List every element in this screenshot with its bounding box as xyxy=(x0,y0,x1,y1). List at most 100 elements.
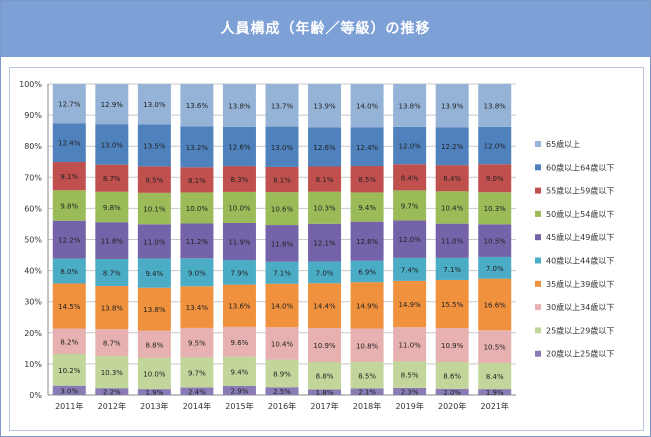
y-tick-label: 40% xyxy=(24,267,42,276)
bar-segment xyxy=(137,258,171,288)
data-label: 12.2% xyxy=(58,237,81,245)
bar-segment xyxy=(95,258,129,287)
data-label: 10.5% xyxy=(484,344,507,352)
data-label: 9.6% xyxy=(231,339,249,347)
data-label: 8.8% xyxy=(145,341,163,349)
data-label: 8.3% xyxy=(231,176,249,184)
legend-label: 40歳以上44歳以下 xyxy=(546,256,614,266)
bar-segment xyxy=(52,328,86,354)
data-label: 13.0% xyxy=(271,144,294,152)
bar-segment xyxy=(52,353,86,386)
data-label: 8.2% xyxy=(60,338,78,346)
bar-segment xyxy=(478,84,512,127)
data-label: 3.0% xyxy=(60,387,78,395)
bar-segment xyxy=(222,284,256,327)
legend-swatch xyxy=(535,304,541,311)
data-label: 12.2% xyxy=(441,143,464,151)
bar-segment xyxy=(350,362,384,389)
bar-segment xyxy=(478,362,512,390)
bar-segment xyxy=(308,191,342,224)
data-label: 8.5% xyxy=(358,176,376,184)
bar-segment xyxy=(393,257,427,281)
bar-segment xyxy=(180,286,214,328)
bar-segment xyxy=(435,84,469,128)
data-label: 10.4% xyxy=(441,204,464,212)
bar-segment xyxy=(308,283,342,329)
data-label: 7.0% xyxy=(316,269,334,277)
bar-segment xyxy=(180,387,214,395)
bar-segment xyxy=(137,330,171,358)
data-label: 13.6% xyxy=(186,102,209,110)
bar-segment xyxy=(350,84,384,128)
legend-swatch xyxy=(535,234,541,241)
data-label: 13.2% xyxy=(186,144,209,152)
data-label: 8.4% xyxy=(401,174,419,182)
data-label: 10.0% xyxy=(186,205,209,213)
y-tick-label: 50% xyxy=(24,236,42,245)
legend-label: 25歳以上29歳以下 xyxy=(546,325,614,335)
data-label: 2.2% xyxy=(103,389,121,397)
data-label: 14.5% xyxy=(58,303,81,311)
bar-segment xyxy=(350,260,384,283)
data-label: 12.0% xyxy=(399,143,422,151)
y-tick-label: 20% xyxy=(24,329,42,338)
bar-segment xyxy=(52,161,86,191)
bar-segment xyxy=(435,223,469,258)
bar-segment xyxy=(308,127,342,167)
data-label: 11.8% xyxy=(271,240,294,248)
data-label: 6.9% xyxy=(358,269,376,277)
data-label: 8.7% xyxy=(103,175,121,183)
data-label: 13.0% xyxy=(143,101,166,109)
x-tick-label: 2014年 xyxy=(183,401,211,411)
data-label: 8.8% xyxy=(316,373,334,381)
legend-label: 65歳以上 xyxy=(546,139,580,149)
bar-segment xyxy=(95,164,129,192)
bar-segment xyxy=(95,124,129,165)
bar-segment xyxy=(265,225,299,262)
x-tick-label: 2013年 xyxy=(140,401,168,411)
bar-segment xyxy=(265,192,299,226)
data-label: 10.1% xyxy=(143,206,166,214)
bar-segment xyxy=(435,127,469,166)
bar-segment xyxy=(222,326,256,357)
data-label: 10.6% xyxy=(271,206,294,214)
bar-segment xyxy=(137,84,171,125)
data-label: 2.4% xyxy=(188,388,206,396)
x-tick-label: 2015年 xyxy=(225,401,253,411)
data-label: 13.4% xyxy=(186,304,209,312)
bar-segment xyxy=(137,287,171,331)
bar-segment xyxy=(265,126,299,167)
data-label: 9.5% xyxy=(188,340,206,348)
legend-label: 50歳以上54歳以下 xyxy=(546,209,614,219)
y-tick-label: 0% xyxy=(29,391,42,400)
bar-segment xyxy=(478,164,512,193)
bar-segment xyxy=(393,361,427,388)
data-label: 14.0% xyxy=(271,303,294,311)
bar-segment xyxy=(435,279,469,329)
bar-segment xyxy=(308,328,342,363)
data-label: 11.8% xyxy=(101,238,124,246)
data-label: 10.3% xyxy=(313,205,336,213)
data-label: 13.9% xyxy=(441,103,464,111)
bar-segment xyxy=(350,388,384,395)
y-tick-label: 70% xyxy=(24,173,42,182)
bar-segment xyxy=(95,388,129,395)
bar-segment xyxy=(478,389,512,395)
data-label: 11.0% xyxy=(441,238,464,246)
data-label: 12.1% xyxy=(313,240,336,248)
bar-segment xyxy=(265,387,299,395)
bar-segment xyxy=(95,191,129,223)
bar-segment xyxy=(308,389,342,395)
bar-segment xyxy=(137,389,171,395)
data-label: 14.9% xyxy=(356,302,379,310)
data-label: 8.1% xyxy=(316,176,334,184)
data-label: 9.7% xyxy=(401,202,419,210)
data-label: 7.9% xyxy=(231,269,249,277)
legend-swatch xyxy=(535,280,541,287)
data-label: 2.0% xyxy=(443,389,461,397)
data-label: 9.4% xyxy=(145,270,163,278)
data-label: 16.6% xyxy=(484,301,507,309)
bar-segment xyxy=(222,356,256,386)
bar-segment xyxy=(137,124,171,167)
